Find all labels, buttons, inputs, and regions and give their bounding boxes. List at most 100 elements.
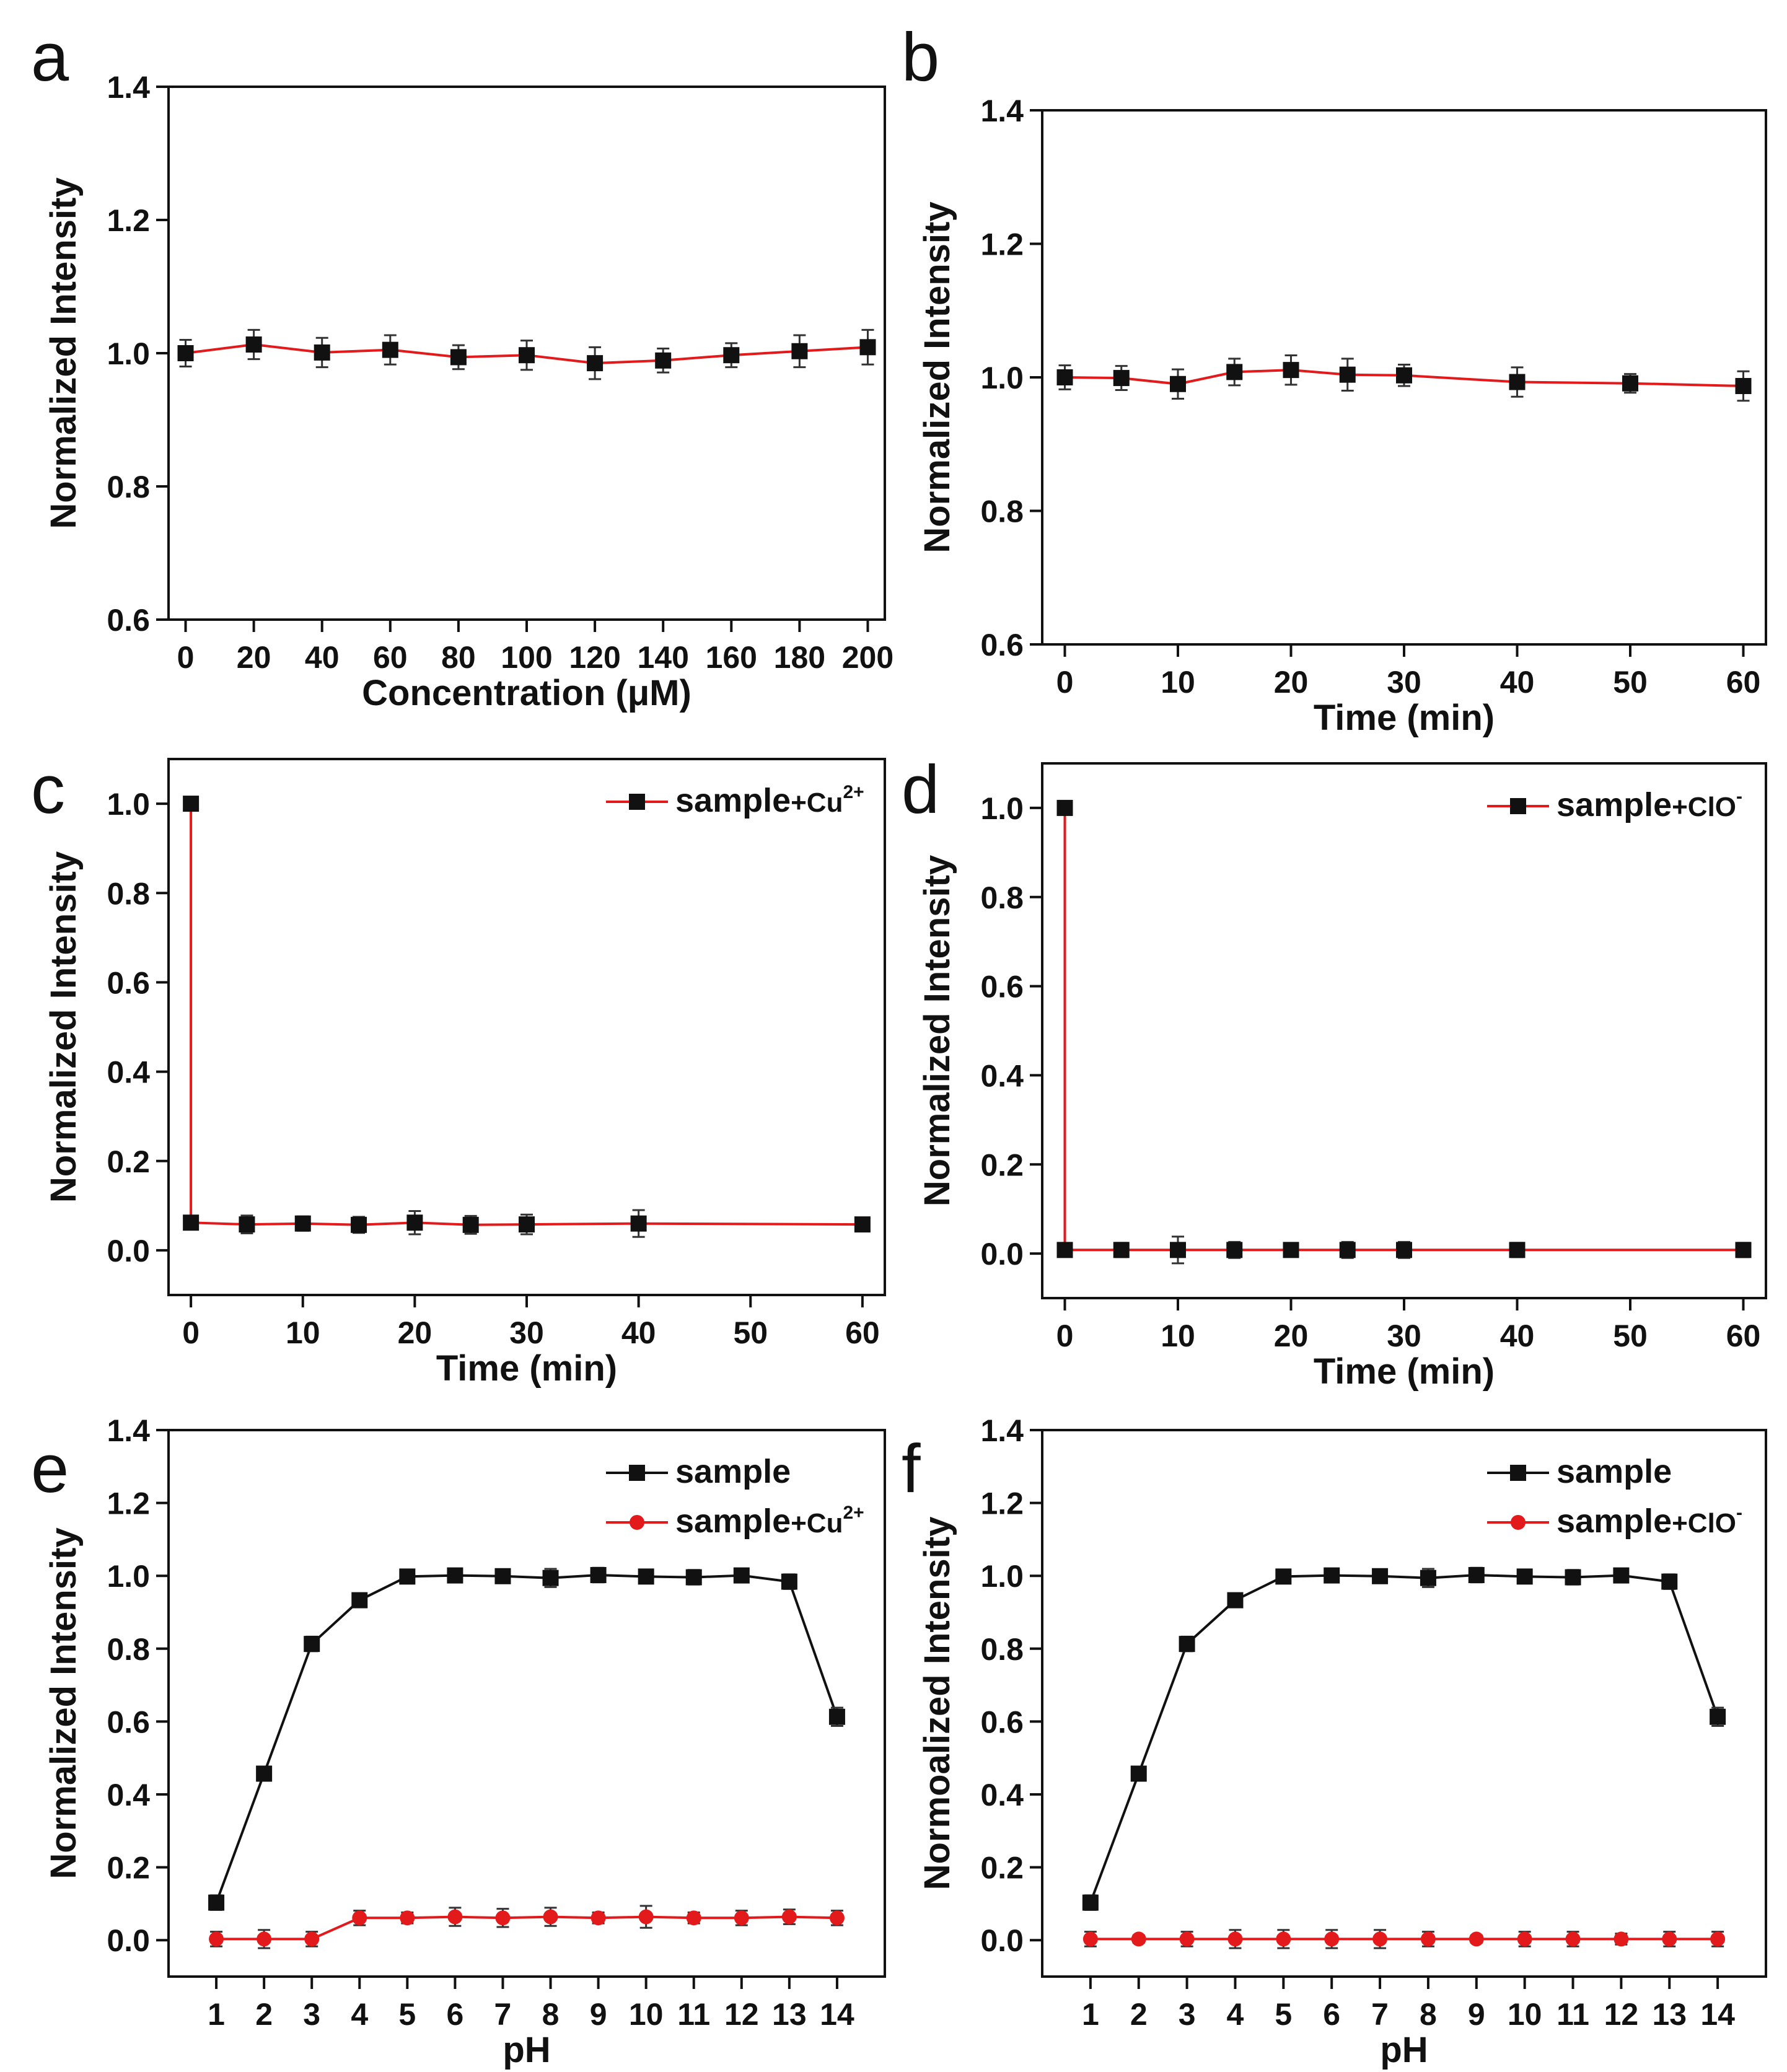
data-point — [351, 1216, 367, 1233]
data-point — [519, 347, 535, 364]
x-tick-label: 3 — [303, 1997, 320, 2032]
data-point — [590, 1567, 607, 1584]
series-line — [215, 1573, 838, 1903]
x-tick-label: 0 — [182, 1315, 200, 1350]
y-tick-label: 0.0 — [107, 1234, 150, 1268]
y-tick-label: 0.6 — [107, 603, 150, 638]
panel-letter: c — [31, 752, 65, 828]
data-point — [209, 1931, 224, 1947]
y-tick-label: 0.8 — [980, 880, 1024, 915]
data-point — [1226, 364, 1243, 380]
data-point — [1179, 1931, 1195, 1947]
y-tick-label: 1.0 — [107, 336, 150, 371]
data-point — [1113, 1242, 1130, 1258]
data-point — [1082, 1894, 1099, 1911]
data-point — [1622, 375, 1638, 392]
x-tick-label: 50 — [1613, 1319, 1648, 1353]
legend-marker — [629, 794, 645, 810]
x-tick-label: 14 — [820, 1997, 854, 2032]
data-point — [257, 1931, 272, 1947]
x-tick-label: 13 — [772, 1997, 807, 2032]
x-tick-label: 4 — [351, 1997, 368, 2032]
x-tick-label: 20 — [1274, 665, 1309, 700]
data-point — [1613, 1567, 1630, 1584]
data-point — [829, 1910, 845, 1926]
panel-letter: d — [902, 752, 939, 828]
data-point — [1283, 362, 1299, 379]
legend-label: sample — [1556, 1453, 1672, 1490]
data-point — [1396, 367, 1412, 384]
y-tick-label: 0.2 — [107, 1851, 150, 1885]
series-line — [190, 804, 863, 1226]
legend-marker — [1510, 798, 1526, 814]
y-tick-label: 1.4 — [107, 70, 150, 105]
legend-label: sample+ClO- — [1556, 1503, 1742, 1540]
series-0 — [1056, 354, 1752, 402]
y-tick-label: 1.0 — [107, 787, 150, 822]
data-point — [638, 1568, 654, 1585]
y-axis-label: Normalized Intensity — [43, 851, 84, 1203]
series-0 — [1056, 799, 1752, 1265]
legend-marker — [1511, 1515, 1526, 1530]
series-0 — [177, 328, 876, 380]
y-tick-label: 1.2 — [980, 227, 1024, 262]
data-point — [177, 345, 194, 361]
data-point — [1131, 1931, 1146, 1947]
plot-frame — [167, 1429, 886, 1978]
y-tick-label: 0.8 — [107, 1632, 150, 1667]
data-point — [304, 1931, 320, 1947]
x-tick-label: 14 — [1700, 1997, 1735, 2032]
x-tick-label: 20 — [1274, 1319, 1309, 1353]
data-point — [828, 1708, 845, 1725]
data-point — [1710, 1931, 1726, 1947]
data-point — [733, 1567, 750, 1584]
x-tick-label: 60 — [845, 1315, 880, 1350]
panel-c: c 0 10 20 30 40 50 60 0.0 0.2 0.4 0.6 0.8 1.0 Time (mi… — [31, 752, 886, 1389]
data-point — [723, 347, 740, 364]
legend: sample+ClO- — [1487, 786, 1742, 823]
plot-frame — [1041, 1429, 1767, 1978]
x-tick-label: 11 — [1556, 1997, 1589, 2032]
y-tick-label: 0.4 — [980, 1778, 1024, 1812]
data-point — [294, 1215, 311, 1232]
legend-label: sample — [675, 1453, 791, 1490]
y-tick-label: 1.4 — [980, 1413, 1024, 1448]
data-point — [399, 1568, 416, 1585]
data-point — [256, 1765, 273, 1782]
x-tick-label: 1 — [1082, 1997, 1099, 2032]
series-line — [1065, 369, 1744, 387]
x-tick-label: 11 — [677, 1997, 710, 2032]
data-point — [1170, 1242, 1186, 1258]
data-point — [406, 1214, 423, 1231]
panel-a: a 0 20 40 60 80 100 120 140 160 180 200 0.6 0.8 1.0 1.2… — [31, 19, 893, 713]
series-line — [216, 1915, 837, 1941]
x-tick-label: 50 — [733, 1315, 768, 1350]
data-point — [1082, 1931, 1098, 1947]
x-tick-label: 10 — [1508, 1997, 1542, 2032]
x-axis-label: Time (min) — [1314, 1351, 1495, 1392]
x-tick-label: 6 — [1323, 1997, 1340, 2032]
data-point — [1227, 1931, 1243, 1947]
data-point — [245, 336, 262, 353]
x-tick-label: 20 — [398, 1315, 432, 1350]
data-point — [494, 1568, 511, 1584]
x-tick-label: 10 — [1161, 665, 1195, 700]
legend: sample+Cu2+ — [606, 782, 864, 819]
panel-f: f1 2 3 4 5 6 7 8 9 10 11 12 13 140.00.20.40.60.81.01.… — [902, 1413, 1767, 2070]
data-point — [1324, 1567, 1340, 1584]
x-tick-label: 10 — [629, 1997, 664, 2032]
y-axis-label: Normoalized Intensity — [917, 1517, 957, 1890]
legend: sample sample+ClO- — [1487, 1453, 1742, 1540]
x-tick-label: 160 — [706, 640, 757, 675]
series-1 — [209, 1905, 845, 1949]
y-tick-label: 1.4 — [107, 1413, 150, 1448]
x-tick-label: 10 — [286, 1315, 320, 1350]
data-point — [591, 1910, 606, 1926]
data-point — [1509, 1242, 1526, 1258]
y-tick-label: 0.8 — [980, 494, 1024, 529]
data-point — [1372, 1931, 1388, 1947]
data-point — [1710, 1708, 1726, 1725]
y-tick-label: 0.0 — [107, 1923, 150, 1958]
